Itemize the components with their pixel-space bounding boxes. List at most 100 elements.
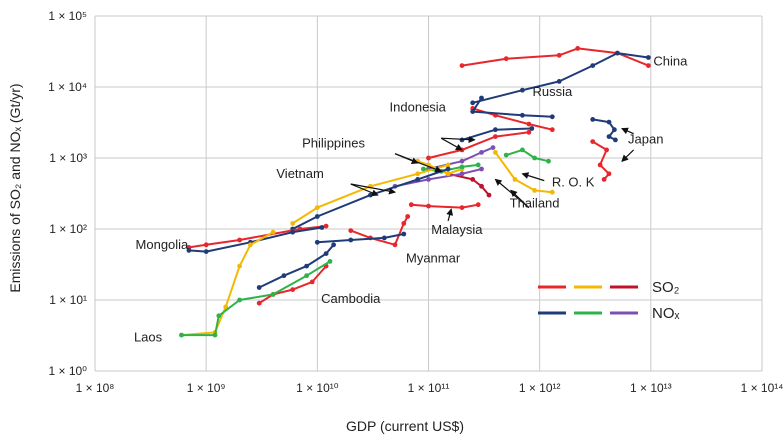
data-point xyxy=(604,147,609,153)
data-point xyxy=(459,164,465,170)
series-malaysia-so2 xyxy=(408,202,481,211)
data-point xyxy=(529,126,535,131)
annotation-arrow xyxy=(494,178,530,209)
y-tick-label: 1 × 10¹ xyxy=(49,293,87,307)
data-point xyxy=(445,171,451,177)
series-line xyxy=(505,148,549,163)
data-point xyxy=(520,147,525,153)
series-japan-so2 xyxy=(590,139,612,182)
data-point xyxy=(493,127,498,133)
annotation-arrow xyxy=(441,136,476,144)
legend-so2-label: SO₂ xyxy=(652,279,680,296)
data-point xyxy=(223,304,229,310)
data-point xyxy=(401,221,407,226)
series-line xyxy=(181,231,274,337)
series-myanmar-so2 xyxy=(348,214,411,248)
data-point xyxy=(606,134,612,140)
series-line xyxy=(394,168,482,188)
data-point xyxy=(270,229,276,235)
data-point xyxy=(475,162,481,168)
data-point xyxy=(415,177,421,182)
series-russia-nox xyxy=(470,95,555,120)
data-point xyxy=(590,139,596,145)
data-point xyxy=(270,292,276,297)
y-axis-label: Emissions of SO₂ and NOₓ (Gt/yr) xyxy=(7,83,23,292)
label-cambodia: Cambodia xyxy=(321,291,381,306)
y-tick-labels: 1 × 10⁰ 1 × 10¹ 1 × 10² 1 × 10³ 1 × 10⁴ 1 × 1… xyxy=(48,9,87,378)
data-point xyxy=(597,162,603,168)
x-tick-label: 1 × 10¹³ xyxy=(630,381,672,395)
data-point xyxy=(319,225,325,230)
data-point xyxy=(348,237,354,243)
data-point xyxy=(281,273,287,279)
x-tick-label: 1 × 10⁸ xyxy=(76,381,115,395)
x-tick-label: 1 × 10¹² xyxy=(519,381,561,395)
data-point xyxy=(646,63,651,68)
series-china-nox xyxy=(470,50,651,106)
data-point xyxy=(408,202,414,208)
label-russia: Russia xyxy=(532,84,573,99)
series-line xyxy=(350,216,409,246)
data-series xyxy=(179,46,651,338)
series-r-o-k-nox xyxy=(503,147,551,164)
grid-lines xyxy=(94,15,763,372)
series-line xyxy=(494,151,553,194)
data-point xyxy=(532,188,537,193)
data-point xyxy=(348,228,354,234)
data-point xyxy=(179,332,184,338)
country-labels: China Russia Japan Indonesia Philippines R. O… xyxy=(134,54,688,345)
x-tick-labels: 1 × 10⁸ 1 × 10⁹ 1 × 10¹⁰ 1 × 10¹¹ 1 × 10¹² 1 … xyxy=(76,381,783,395)
annotation-arrow xyxy=(621,149,635,162)
data-point xyxy=(237,263,243,269)
data-point xyxy=(556,52,562,58)
data-point xyxy=(612,127,617,133)
data-point xyxy=(314,214,320,219)
data-point xyxy=(237,297,243,303)
data-point xyxy=(426,203,431,209)
data-point xyxy=(248,242,253,248)
data-point xyxy=(445,166,451,172)
data-point xyxy=(459,171,465,177)
series-malaysia-nox xyxy=(392,166,484,189)
data-point xyxy=(237,237,243,243)
data-point xyxy=(493,134,498,140)
series-vietnam-so2 xyxy=(290,162,451,226)
data-point xyxy=(556,79,562,84)
data-point xyxy=(459,158,465,164)
data-point xyxy=(475,202,481,208)
series-mongolia-so2 xyxy=(186,223,329,250)
data-point xyxy=(503,152,509,158)
label-mongolia: Mongolia xyxy=(136,237,190,252)
series-line xyxy=(317,233,404,244)
y-tick-label: 1 × 10⁴ xyxy=(48,80,87,94)
series-line xyxy=(411,203,479,209)
data-point xyxy=(615,50,620,56)
data-point xyxy=(327,259,333,264)
label-philippines: Philippines xyxy=(302,136,365,151)
data-point xyxy=(445,162,451,168)
data-point xyxy=(479,166,484,172)
series-line xyxy=(447,172,490,196)
data-point xyxy=(216,313,222,319)
data-point xyxy=(314,205,320,211)
data-point xyxy=(421,166,426,172)
annotation-arrow xyxy=(350,183,397,195)
data-point xyxy=(309,279,315,285)
series-china-so2 xyxy=(459,46,651,68)
data-point xyxy=(368,192,373,198)
series-line xyxy=(181,260,331,337)
annotation-arrows xyxy=(350,127,635,222)
data-point xyxy=(256,300,262,306)
series-myanmar-nox xyxy=(314,231,407,245)
series-r-o-k-so2 xyxy=(493,150,555,195)
data-point xyxy=(290,229,296,235)
data-point xyxy=(486,192,492,198)
series-line xyxy=(461,47,649,67)
data-point xyxy=(526,129,532,135)
legend: SO₂ NOₓ xyxy=(538,279,680,322)
data-point xyxy=(479,95,484,101)
data-point xyxy=(479,183,484,189)
data-point xyxy=(381,235,387,241)
data-point xyxy=(290,287,296,292)
